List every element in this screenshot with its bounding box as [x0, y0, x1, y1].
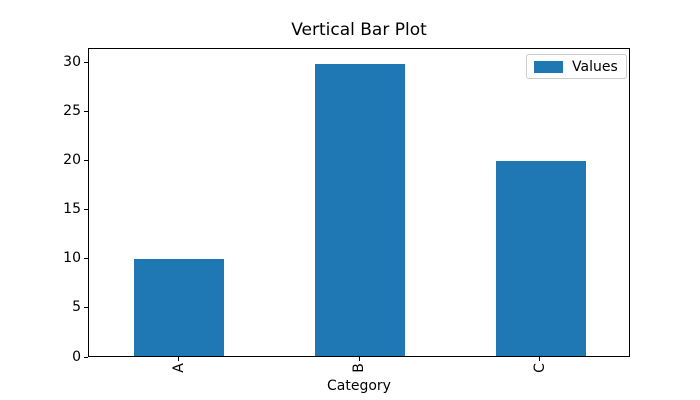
x-tick-label-text: B — [350, 363, 367, 373]
x-tick-mark — [177, 357, 179, 361]
y-tick-label: 30 — [63, 54, 81, 71]
bar-b — [314, 63, 406, 356]
x-axis-label: Category — [327, 378, 391, 394]
x-tick-label-c: C — [531, 359, 549, 377]
x-tick-label-b: B — [350, 359, 368, 377]
y-tick-mark — [84, 258, 88, 260]
bar-c — [495, 161, 586, 356]
x-tick-label-a: A — [169, 359, 187, 377]
y-tick-mark — [84, 307, 88, 309]
y-tick-mark — [84, 356, 88, 358]
y-tick-label: 0 — [72, 348, 81, 365]
chart-title: Vertical Bar Plot — [291, 20, 427, 40]
plot-area — [88, 48, 630, 357]
y-tick-label: 20 — [63, 152, 81, 169]
x-tick-mark — [539, 357, 541, 361]
y-tick-label: 10 — [63, 250, 81, 267]
y-tick-mark — [84, 209, 88, 211]
y-tick-label: 25 — [63, 103, 81, 120]
y-tick-label: 5 — [72, 299, 81, 316]
y-tick-mark — [84, 62, 88, 64]
y-tick-mark — [84, 160, 88, 162]
x-tick-label-text: A — [170, 363, 187, 373]
legend-swatch — [534, 60, 563, 73]
bar-a — [134, 258, 225, 356]
y-tick-mark — [84, 111, 88, 113]
x-tick-label-text: C — [531, 363, 548, 373]
legend-label: Values — [572, 58, 618, 75]
legend: Values — [526, 54, 627, 79]
y-tick-label: 15 — [63, 201, 81, 218]
x-tick-mark — [358, 357, 360, 361]
